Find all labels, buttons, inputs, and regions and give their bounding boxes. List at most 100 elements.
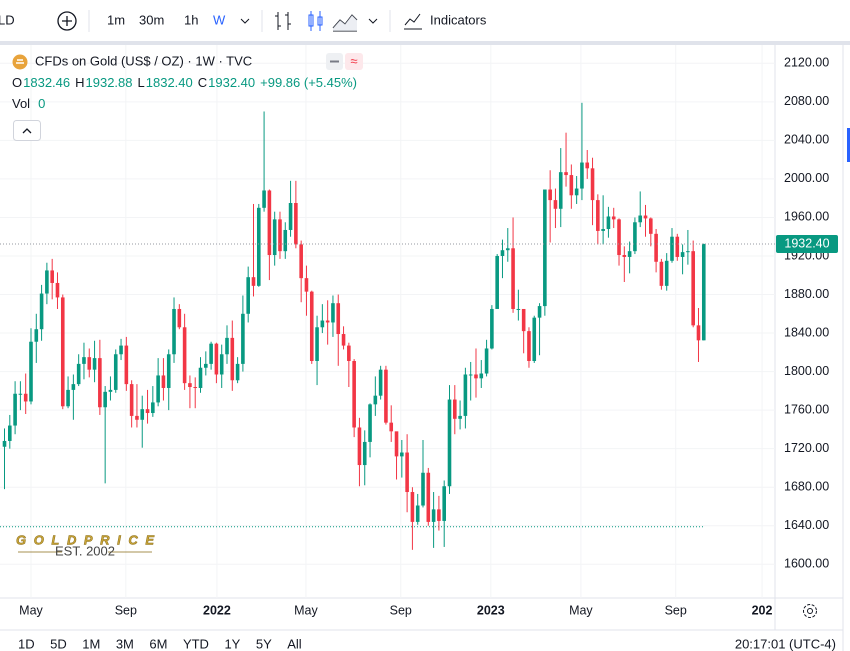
y-tick-label: 1720.00: [784, 441, 829, 455]
range-button[interactable]: 5Y: [256, 636, 272, 651]
candle-body: [294, 203, 298, 245]
candle-body: [108, 389, 113, 392]
candle-body: [373, 395, 378, 405]
y-tick-label: 1800.00: [784, 364, 829, 378]
candle-body: [511, 248, 515, 309]
candle-body: [675, 236, 680, 257]
add-symbol[interactable]: [57, 11, 77, 31]
candle-body: [315, 327, 319, 361]
ohlc-value: 1932.88: [86, 75, 133, 90]
candle-body: [283, 229, 288, 252]
candle-body: [278, 219, 282, 252]
candle-body: [262, 190, 266, 208]
candle-body: [362, 441, 367, 466]
interval[interactable]: 1m: [107, 12, 125, 27]
candle-body: [527, 331, 531, 361]
candle-body: [60, 297, 65, 407]
bars-icon[interactable]: [275, 12, 291, 30]
y-tick-label: 2000.00: [784, 171, 829, 185]
indicators-icon[interactable]: [404, 13, 422, 30]
change: +99.86 (+5.45%): [260, 75, 357, 90]
candle-body: [659, 261, 664, 286]
range-button[interactable]: 3M: [116, 636, 134, 651]
candle-body: [606, 216, 611, 230]
candle-body: [45, 270, 49, 294]
candle-body: [516, 308, 521, 310]
candle-body: [82, 357, 86, 364]
candle-body: [246, 277, 250, 314]
candle-body: [505, 248, 510, 251]
ohlc-label: L: [138, 75, 145, 90]
ohlc-label: O: [12, 75, 22, 90]
candle-body: [384, 369, 388, 423]
x-tick-label: Sep: [115, 603, 137, 617]
candle-body: [378, 369, 383, 396]
candle-body: [670, 236, 674, 261]
ohlc-legend: O1832.46 H1932.88 L1832.40 C1932.40 +99.86 (…: [12, 75, 357, 90]
candle-body: [421, 472, 425, 506]
range-button[interactable]: 1D: [18, 636, 35, 651]
interval[interactable]: 30m: [139, 12, 164, 27]
candle-body: [113, 354, 118, 390]
candle-body: [39, 293, 44, 330]
chevron[interactable]: [240, 18, 250, 24]
candle-body: [119, 345, 123, 355]
watermark-est: EST. 2002: [55, 543, 115, 558]
range-button[interactable]: 5D: [50, 636, 67, 651]
candle-body: [103, 391, 107, 408]
symbol[interactable]: LD: [0, 12, 15, 27]
y-tick-label: 1880.00: [784, 287, 829, 301]
settings-button[interactable]: [803, 604, 817, 618]
candle-body: [691, 251, 695, 326]
interval-active[interactable]: W: [213, 12, 226, 27]
candle-body: [415, 505, 420, 522]
y-tick-label: 2080.00: [784, 94, 829, 108]
candle-body: [537, 306, 542, 318]
candle-body: [532, 317, 537, 361]
candle-body: [71, 384, 76, 390]
candle-body: [442, 486, 447, 521]
indicators-button[interactable]: Indicators: [430, 12, 487, 27]
candle-body: [76, 363, 81, 385]
candles-icon[interactable]: [308, 11, 323, 31]
area-icon[interactable]: [332, 14, 358, 32]
candle-body: [214, 343, 219, 375]
candle-body: [680, 252, 685, 257]
chevron[interactable]: [368, 18, 378, 24]
candle-body: [209, 343, 213, 364]
interval[interactable]: 1h: [184, 12, 198, 27]
candle-body: [500, 250, 505, 256]
candle-body: [288, 203, 293, 230]
candle-body: [92, 358, 97, 370]
ohlc-label: C: [198, 75, 207, 90]
candle-body: [447, 399, 452, 487]
candle-body: [437, 509, 441, 521]
candle-body: [172, 308, 176, 355]
side-tab[interactable]: [847, 128, 850, 162]
candle-body: [161, 375, 166, 388]
range-button[interactable]: 1M: [82, 636, 100, 651]
range-button[interactable]: All: [287, 636, 302, 651]
range-button[interactable]: 6M: [149, 636, 167, 651]
range-button[interactable]: 1Y: [224, 636, 240, 651]
ohlc-label: H: [75, 75, 84, 90]
candle-body: [320, 320, 325, 328]
candle-body: [341, 334, 346, 346]
collapse-button[interactable]: [13, 120, 41, 141]
x-tick-label: May: [569, 603, 593, 617]
candle-body: [151, 402, 155, 414]
candle-body: [309, 291, 314, 361]
candle-body: [394, 431, 399, 457]
candle-body: [87, 357, 92, 370]
candle-body: [490, 308, 494, 349]
candle-body: [596, 200, 600, 231]
candle-body: [585, 162, 590, 169]
candle-body: [590, 168, 595, 201]
range-button[interactable]: YTD: [183, 636, 209, 651]
candle-body: [627, 251, 632, 257]
x-tick-label: May: [294, 603, 318, 617]
ohlc-value: 1832.46: [23, 75, 70, 90]
candle-body: [299, 244, 303, 279]
delay-badge: [345, 53, 363, 70]
